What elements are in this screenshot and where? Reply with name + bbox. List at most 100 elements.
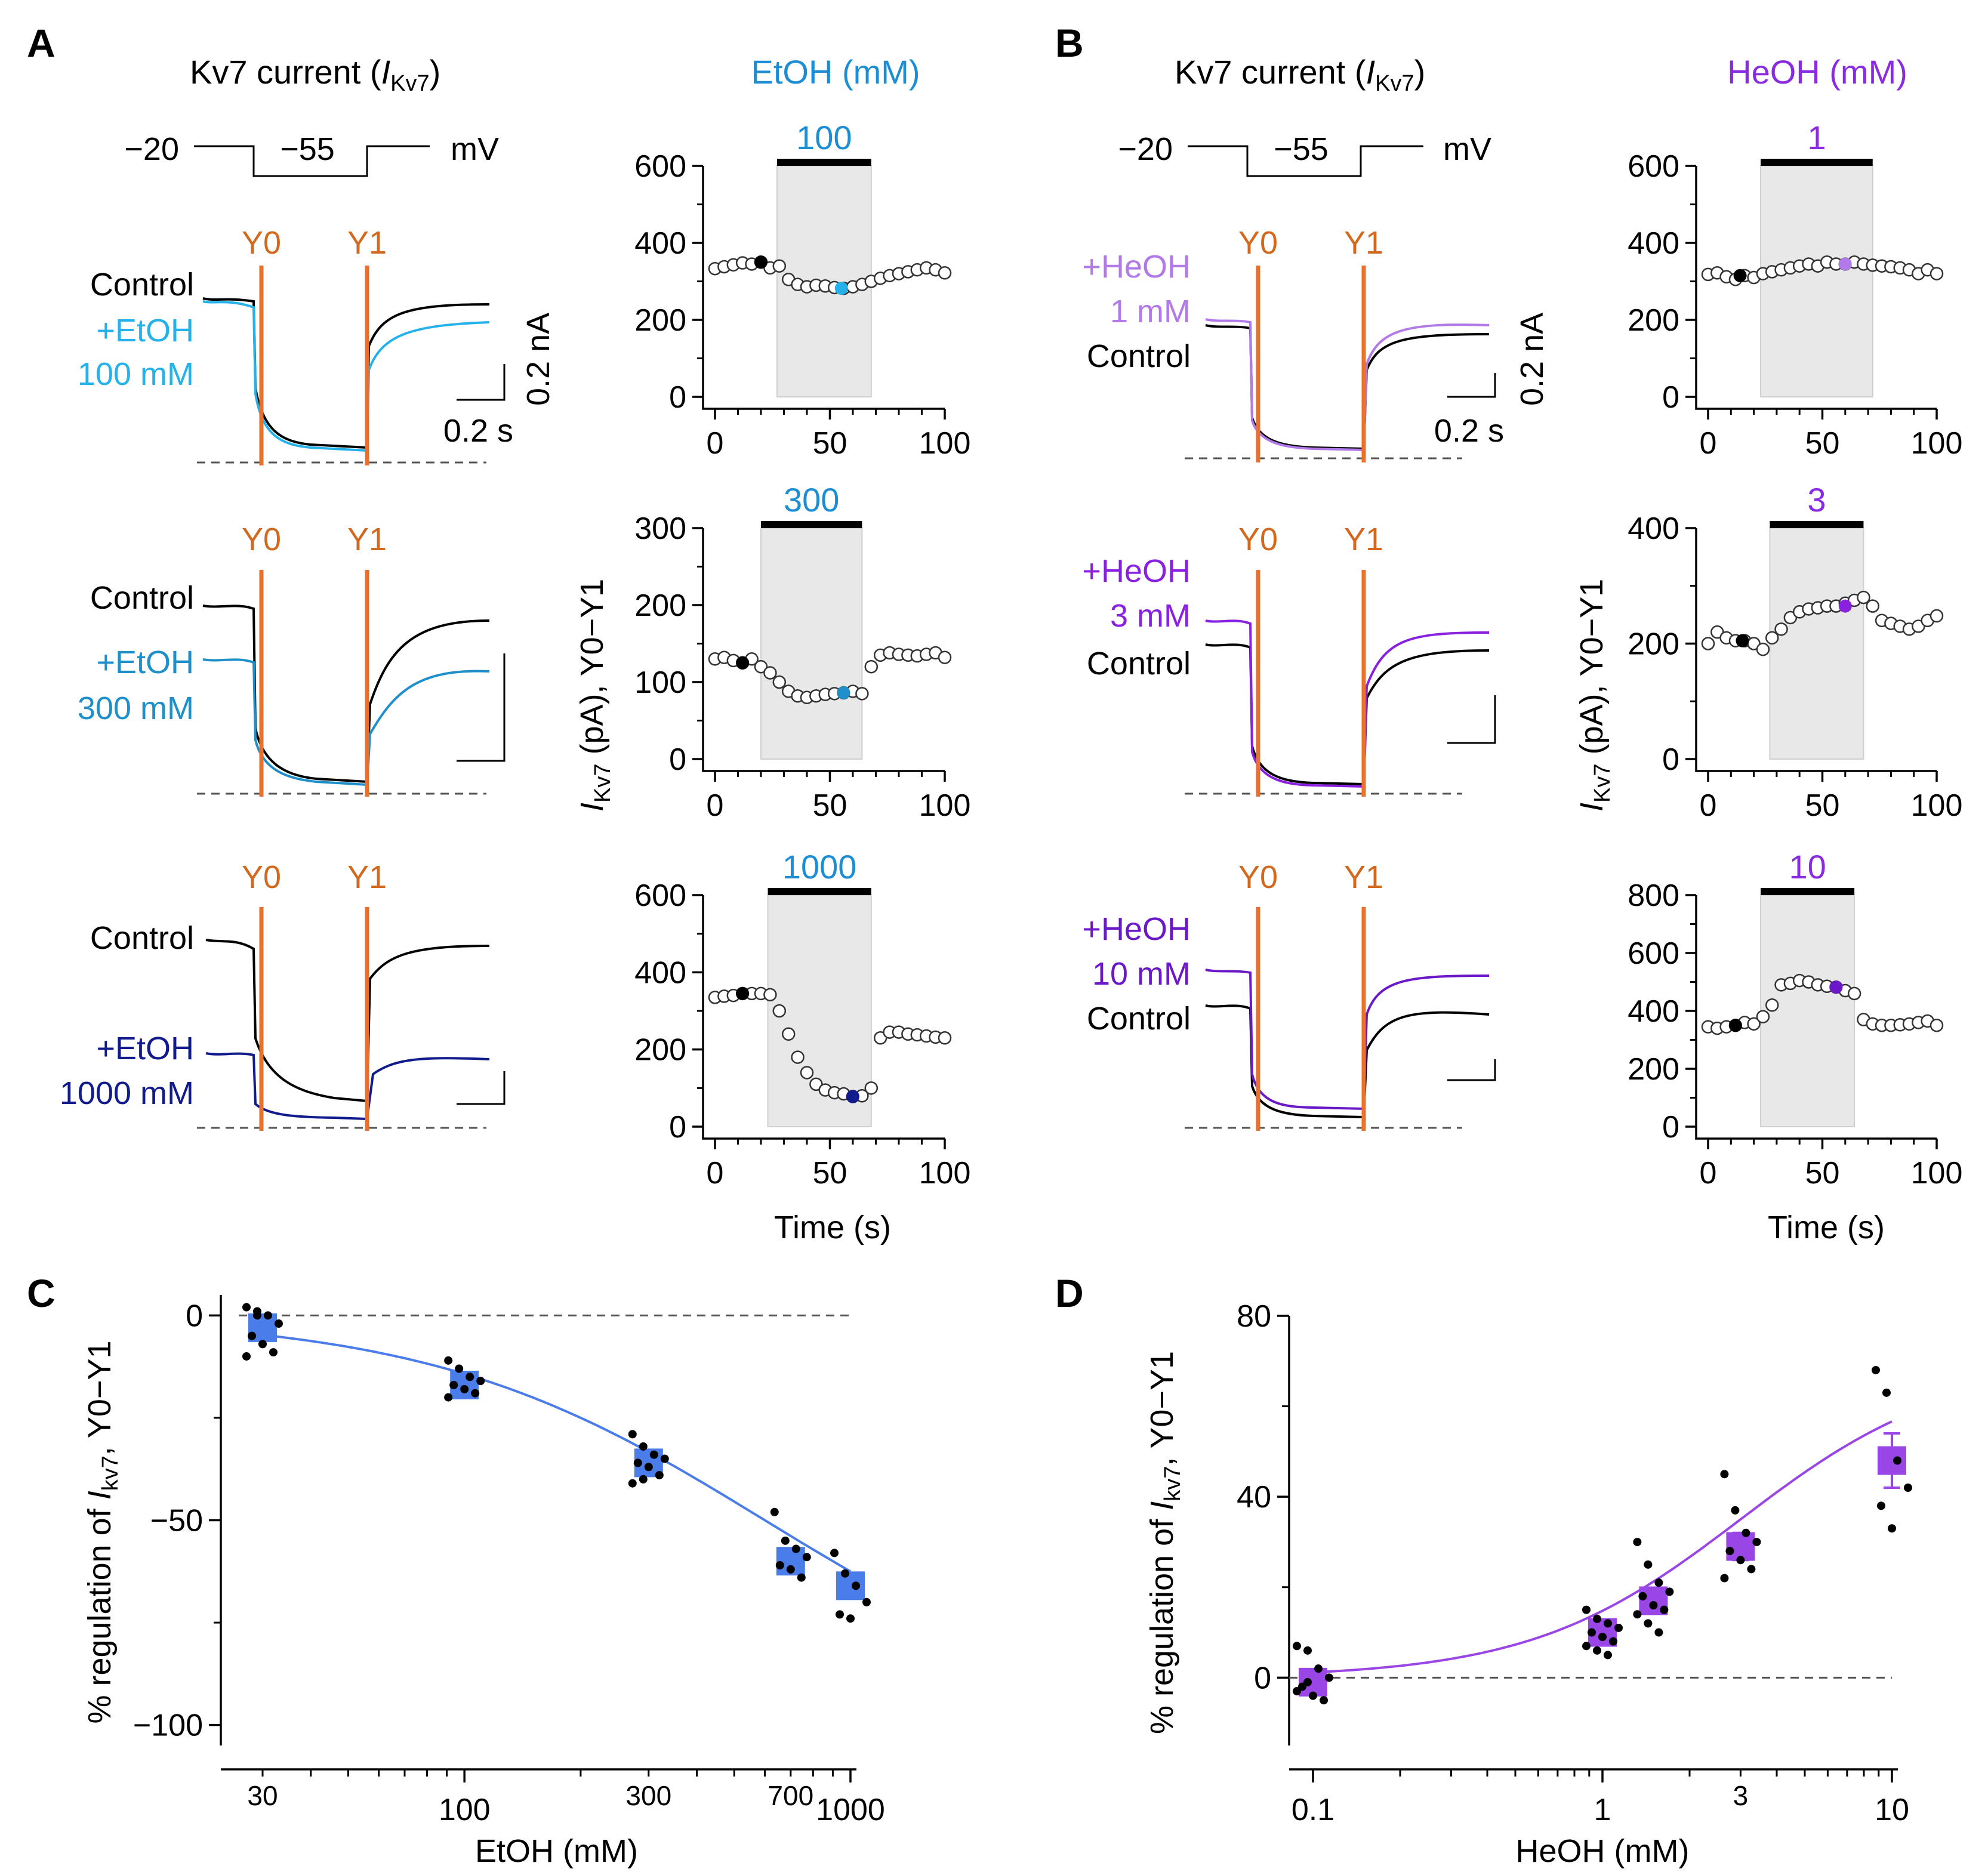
y-tick-label: −100 xyxy=(133,1708,203,1743)
individual-point xyxy=(644,1463,653,1472)
x-axis-label: HeOH (mM) xyxy=(1516,1833,1690,1869)
panel-letter-c: C xyxy=(27,1271,56,1315)
individual-point xyxy=(1582,1605,1591,1614)
a-row2-control-label: Control xyxy=(90,580,194,616)
data-point xyxy=(800,1066,814,1080)
panel-letter-d: D xyxy=(1055,1271,1084,1315)
individual-point xyxy=(471,1389,480,1398)
x-axis-label: EtOH (mM) xyxy=(475,1833,638,1869)
data-point xyxy=(938,266,952,280)
data-point xyxy=(772,259,787,273)
a-row2-y1-label: Y1 xyxy=(347,522,387,557)
individual-point xyxy=(466,1373,474,1381)
individual-point xyxy=(1747,1565,1756,1574)
axis-lines xyxy=(702,895,945,1140)
individual-point xyxy=(460,1384,469,1393)
individual-point xyxy=(242,1303,251,1312)
data-point xyxy=(1857,590,1870,605)
data-point xyxy=(1701,637,1715,650)
individual-point xyxy=(1588,1628,1596,1637)
individual-point xyxy=(1598,1633,1607,1642)
individual-point xyxy=(1614,1623,1623,1632)
b-row1-drug-trace xyxy=(1205,318,1490,452)
y-tick-label: 400 xyxy=(634,226,686,261)
individual-point xyxy=(770,1507,779,1516)
individual-point xyxy=(1593,1614,1601,1623)
axis-lines xyxy=(1695,895,1937,1140)
individual-point xyxy=(1888,1524,1896,1533)
y-tick-label: 0 xyxy=(1662,1110,1679,1145)
x-major-label: 100 xyxy=(439,1793,491,1827)
y-tick-label: 300 xyxy=(634,511,686,546)
control-point xyxy=(1728,1019,1742,1032)
x-minor-label: 30 xyxy=(247,1780,278,1811)
x-tick-label: 50 xyxy=(813,426,847,461)
data-point xyxy=(1930,1019,1944,1032)
application-bar xyxy=(761,521,862,528)
a-protocol-left: −20 xyxy=(124,131,179,167)
individual-point xyxy=(862,1597,871,1606)
individual-point xyxy=(836,1610,844,1619)
individual-point xyxy=(449,1381,458,1389)
b-protocol-left: −20 xyxy=(1118,131,1173,167)
individual-point xyxy=(253,1311,261,1320)
b-timecourse-2: 3 0 200 400 0 50 100 xyxy=(1628,481,1962,823)
individual-point xyxy=(275,1319,283,1328)
individual-point xyxy=(1638,1592,1647,1600)
individual-point xyxy=(1660,1605,1669,1614)
y-tick-label: 200 xyxy=(1628,627,1679,662)
individual-point xyxy=(1303,1646,1312,1655)
data-point xyxy=(1765,631,1779,645)
data-point xyxy=(1930,267,1944,280)
a-row1-y0-label: Y0 xyxy=(242,225,281,261)
individual-point xyxy=(852,1581,860,1590)
b-protocol-mid: −55 xyxy=(1274,131,1329,167)
individual-point xyxy=(1720,1574,1729,1583)
y-axis-label: % regulation of Ikv7, Y0−Y1 xyxy=(82,1340,123,1723)
individual-point xyxy=(1633,1610,1642,1619)
y-axis-label: % regulation of Ikv7, Y0−Y1 xyxy=(1144,1351,1185,1734)
a-row2-drug-label2: 300 mM xyxy=(78,690,194,726)
y-tick-label: 0 xyxy=(669,1110,686,1145)
b-row1-scale-y: 0.2 nA xyxy=(1514,313,1550,406)
a-row1-drug-trace xyxy=(202,300,490,452)
a-row1-drug-label1: +EtOH xyxy=(96,313,194,349)
individual-point xyxy=(1320,1696,1328,1705)
y-tick-label: 0 xyxy=(1662,380,1679,415)
panel-letter-b: B xyxy=(1055,21,1084,65)
a-row3-y0-label: Y0 xyxy=(242,859,281,895)
y-tick-label: 600 xyxy=(634,878,686,913)
axis-lines xyxy=(702,166,945,410)
b-row3-scale-bar xyxy=(1447,1059,1496,1081)
x-tick-label: 100 xyxy=(1911,1156,1963,1191)
drug-point xyxy=(834,282,848,295)
b-trace-title: Kv7 current (IKv7) xyxy=(1175,53,1425,96)
b-row2-drug-label2: 3 mM xyxy=(1110,598,1191,634)
application-shade xyxy=(760,528,863,760)
x-tick-label: 50 xyxy=(813,1156,847,1191)
a-row3-scale-bar xyxy=(457,1071,506,1105)
individual-point xyxy=(248,1331,256,1340)
x-tick-label: 50 xyxy=(1805,1156,1840,1191)
individual-point xyxy=(1303,1677,1312,1686)
b-row2-control-label: Control xyxy=(1087,646,1191,681)
a-row2-y0-label: Y0 xyxy=(242,522,281,557)
data-point xyxy=(1930,609,1944,623)
a-row1-scale-bar xyxy=(457,364,506,401)
y-tick-label: 0 xyxy=(1662,742,1679,777)
individual-point xyxy=(444,1356,453,1365)
individual-point xyxy=(1725,1547,1734,1556)
y-tick-label: 600 xyxy=(1628,149,1679,184)
b-row2-drug-label1: +HeOH xyxy=(1082,553,1191,589)
a-timecourse-xlabel: Time (s) xyxy=(774,1210,891,1245)
data-point xyxy=(763,988,777,1002)
x-tick-label: 0 xyxy=(707,1156,724,1191)
a-timecourse-2: 300 0 100 200 300 0 50 100 xyxy=(634,481,970,823)
individual-point xyxy=(1893,1456,1901,1465)
x-tick-label: 100 xyxy=(1911,426,1963,461)
individual-point xyxy=(781,1536,790,1545)
mean-marker xyxy=(836,1571,865,1600)
a-row3-traces: Control +EtOH 1000 mM Y0 Y1 xyxy=(60,859,506,1131)
b-row1-control-label: Control xyxy=(1087,338,1191,374)
